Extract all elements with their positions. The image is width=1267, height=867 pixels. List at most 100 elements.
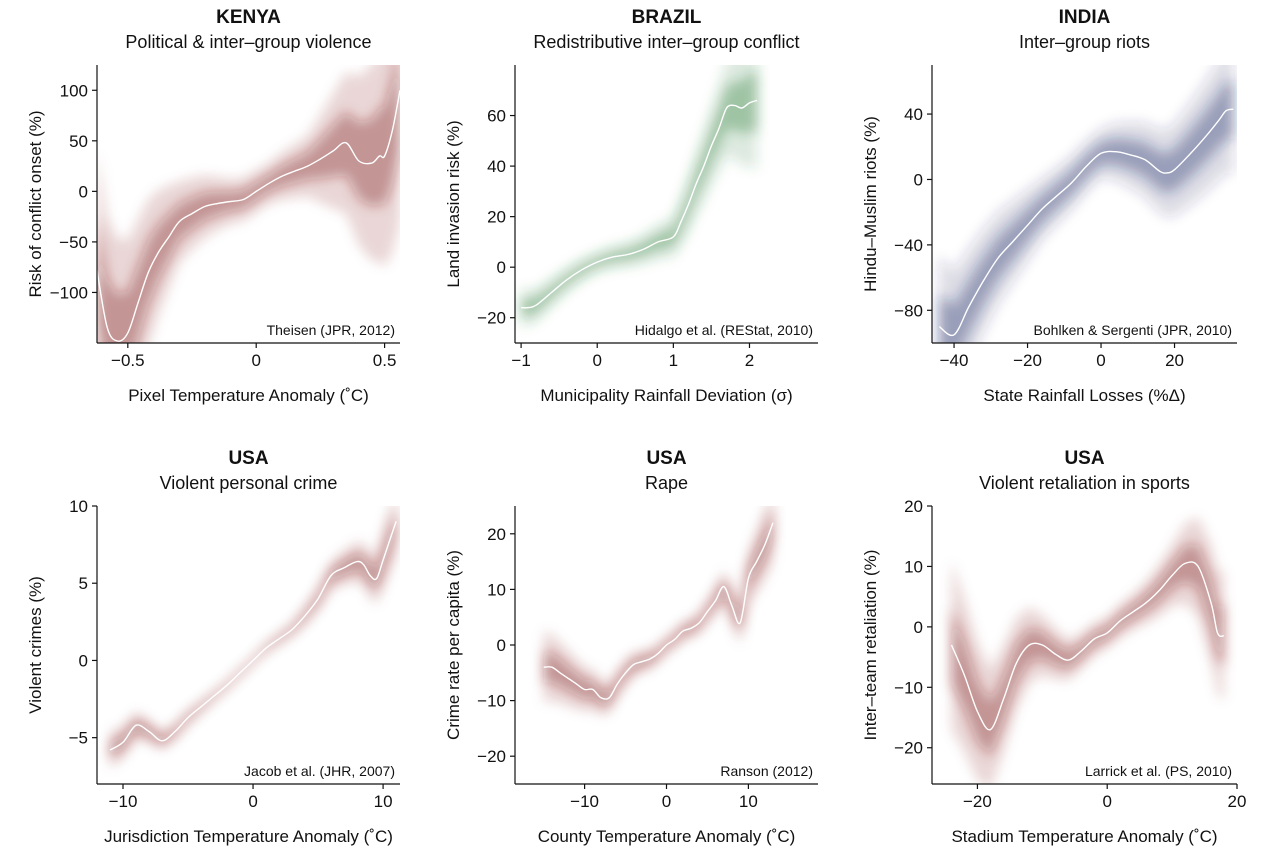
confidence-band-outer — [110, 506, 397, 769]
x-tick-label: 0 — [592, 351, 601, 370]
plot-area — [521, 65, 758, 327]
x-tick-label: −1 — [511, 351, 530, 370]
chart-panel-4: USA Violent personal crime −10 0 10 −5 0 5 10 Jur… — [26, 448, 400, 846]
x-tick-label: 0 — [1102, 792, 1111, 811]
source-citation: Bohlken & Sergenti (JPR, 2010) — [1034, 322, 1232, 338]
y-tick-label: −20 — [894, 739, 923, 758]
y-tick-label: 20 — [487, 525, 506, 544]
y-tick-label: −5 — [69, 729, 88, 748]
chart-panel-2: BRAZIL Redistributive inter–group conflic… — [444, 7, 818, 405]
x-tick-label: 0 — [248, 792, 257, 811]
chart-panel-3: INDIA Inter–group riots −40 −20 0 20 −80 −40 0 40… — [861, 7, 1237, 405]
x-tick-label: −20 — [1013, 351, 1042, 370]
x-tick-label: 10 — [374, 792, 393, 811]
source-citation: Jacob et al. (JHR, 2007) — [244, 763, 395, 779]
panel-subtitle: Redistributive inter–group conflict — [533, 32, 799, 52]
plot-area — [543, 506, 774, 716]
y-tick-label: 50 — [69, 132, 88, 151]
confidence-band-inner — [97, 65, 400, 343]
y-axis-label: Violent crimes (%) — [26, 576, 45, 714]
x-tick-label: 0 — [251, 351, 260, 370]
panel-title: KENYA — [216, 7, 281, 28]
x-tick-label: 10 — [739, 792, 758, 811]
y-tick-label: 10 — [904, 557, 923, 576]
series-line — [938, 108, 1234, 337]
panel-title: USA — [228, 448, 268, 469]
y-tick-label: 0 — [914, 170, 923, 189]
x-tick-label: 0.5 — [373, 351, 397, 370]
x-tick-label: 0 — [1096, 351, 1105, 370]
x-axis-label: Municipality Rainfall Deviation (σ) — [540, 386, 792, 405]
y-tick-label: 0 — [497, 636, 506, 655]
y-tick-label: −50 — [59, 233, 88, 252]
panel-title: INDIA — [1059, 7, 1111, 28]
y-tick-label: 5 — [79, 574, 88, 593]
confidence-band-inner — [939, 80, 1234, 343]
x-axis-label: Stadium Temperature Anomaly (˚C) — [951, 827, 1217, 846]
y-tick-label: 10 — [69, 497, 88, 516]
series-line — [543, 522, 774, 700]
source-citation: Larrick et al. (PS, 2010) — [1085, 763, 1232, 779]
panel-subtitle: Violent retaliation in sports — [979, 473, 1190, 493]
source-citation: Ranson (2012) — [720, 763, 813, 779]
x-tick-label: −10 — [109, 792, 138, 811]
x-tick-label: 20 — [1228, 792, 1247, 811]
x-tick-label: −40 — [940, 351, 969, 370]
y-axis-label: Risk of conflict onset (%) — [26, 110, 45, 297]
y-axis-label: Land invasion risk (%) — [444, 120, 463, 287]
y-tick-label: −100 — [50, 283, 88, 302]
x-tick-label: 20 — [1165, 351, 1184, 370]
x-tick-label: −10 — [570, 792, 599, 811]
y-tick-label: 10 — [487, 580, 506, 599]
panel-subtitle: Rape — [645, 473, 688, 493]
confidence-band-outer — [543, 506, 773, 716]
plot-area — [97, 65, 400, 343]
y-tick-label: 40 — [904, 105, 923, 124]
plot-area — [950, 516, 1225, 784]
y-tick-label: 0 — [79, 182, 88, 201]
x-tick-label: −0.5 — [111, 351, 145, 370]
series-line — [950, 561, 1225, 731]
source-citation: Theisen (JPR, 2012) — [267, 322, 395, 338]
series-line — [97, 90, 400, 342]
x-axis-label: Pixel Temperature Anomaly (˚C) — [128, 386, 369, 405]
y-tick-label: 40 — [487, 157, 506, 176]
source-citation: Hidalgo et al. (REStat, 2010) — [635, 322, 813, 338]
x-tick-label: −20 — [963, 792, 992, 811]
y-axis-label: Crime rate per capita (%) — [444, 550, 463, 740]
y-tick-label: −10 — [477, 692, 506, 711]
y-tick-label: 0 — [79, 651, 88, 670]
panel-subtitle: Political & inter–group violence — [125, 32, 371, 52]
confidence-band-outer — [521, 65, 758, 327]
y-tick-label: −20 — [477, 747, 506, 766]
y-axis-label: Hindu–Muslim riots (%) — [861, 116, 880, 292]
y-tick-label: −10 — [894, 678, 923, 697]
chart-panel-1: KENYA Political & inter–group violence −0.… — [26, 7, 400, 405]
panel-title: USA — [646, 448, 686, 469]
confidence-band-outer — [939, 65, 1234, 343]
y-tick-label: 100 — [60, 81, 88, 100]
y-tick-label: 0 — [497, 258, 506, 277]
confidence-band-inner — [543, 506, 773, 706]
x-tick-label: 0 — [662, 792, 671, 811]
y-tick-label: −20 — [477, 309, 506, 328]
series-line — [109, 521, 397, 751]
plot-area — [938, 65, 1234, 343]
confidence-band-outer — [97, 65, 400, 343]
confidence-band-inner — [521, 69, 758, 317]
y-tick-label: 20 — [487, 208, 506, 227]
panel-subtitle: Violent personal crime — [160, 473, 338, 493]
panel-title: BRAZIL — [632, 7, 702, 28]
x-axis-label: County Temperature Anomaly (˚C) — [538, 827, 796, 846]
chart-panel-5: USA Rape −10 0 10 −20 −10 0 10 20 County Temperatu… — [444, 448, 818, 846]
series-line — [521, 99, 758, 309]
y-tick-label: −80 — [894, 301, 923, 320]
chart-panel-6: USA Violent retaliation in sports −20 0 20 −2… — [861, 448, 1246, 846]
x-tick-label: 1 — [669, 351, 678, 370]
x-axis-label: Jurisdiction Temperature Anomaly (˚C) — [104, 827, 393, 846]
confidence-band-inner — [951, 544, 1224, 757]
y-tick-label: 0 — [914, 618, 923, 637]
confidence-band-inner — [110, 506, 397, 759]
x-axis-label: State Rainfall Losses (%Δ) — [983, 386, 1185, 405]
